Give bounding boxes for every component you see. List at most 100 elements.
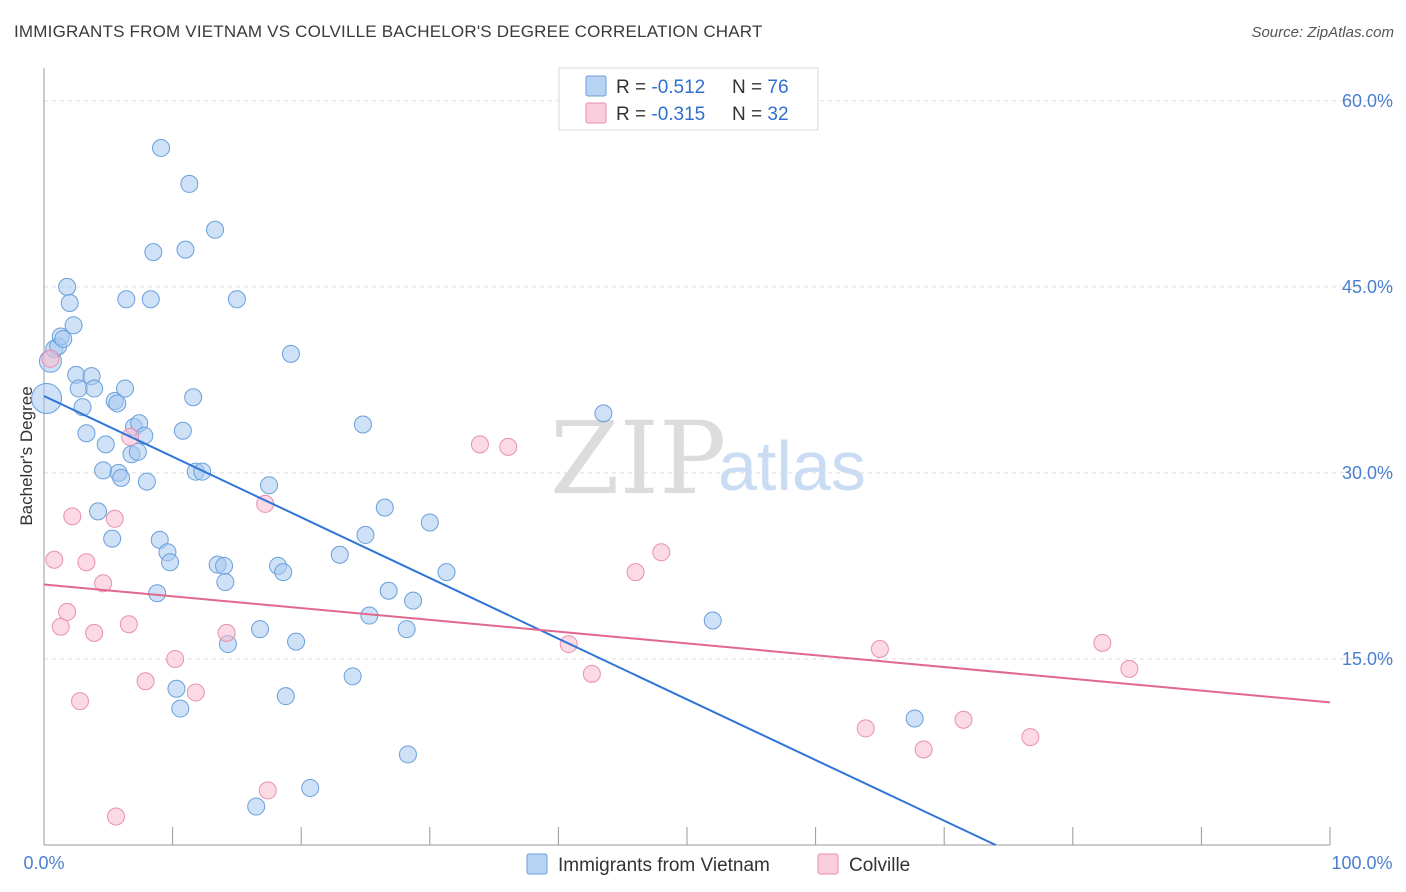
bottom-legend-label-colville: Colville — [849, 855, 910, 876]
vietnam-point — [247, 797, 266, 816]
y-tick-label: 60.0% — [1342, 91, 1393, 111]
vietnam-point — [260, 476, 279, 495]
vietnam-point — [227, 290, 246, 309]
vietnam-point — [54, 329, 73, 348]
series-colville-points — [41, 349, 1139, 826]
colville-trend-line — [43, 583, 1331, 704]
colville-point — [63, 507, 82, 526]
vietnam-point — [85, 379, 104, 398]
vietnam-point — [287, 632, 306, 651]
vietnam-point — [905, 709, 924, 728]
vietnam-point — [89, 502, 108, 521]
colville-point — [71, 692, 90, 711]
vietnam-point — [176, 240, 195, 259]
colville-point — [870, 640, 889, 659]
colville-point — [58, 602, 77, 621]
vietnam-point — [137, 472, 156, 491]
vietnam-point — [60, 293, 79, 312]
vietnam-point — [31, 382, 63, 414]
vietnam-point — [96, 435, 115, 454]
bottom-legend: Immigrants from Vietnam Colville — [526, 853, 910, 876]
vietnam-point — [148, 584, 167, 603]
vietnam-point — [58, 277, 77, 296]
vietnam-point — [144, 243, 163, 262]
vietnam-point — [180, 174, 199, 193]
colville-point — [105, 509, 124, 528]
vietnam-point — [69, 379, 88, 398]
source-label: Source: ZipAtlas.com — [1251, 24, 1394, 41]
vietnam-point — [128, 442, 147, 461]
colville-point — [45, 550, 64, 569]
legend-swatch-colville — [585, 102, 607, 124]
colville-point — [470, 435, 489, 454]
legend-colville-stats: R = -0.315 N = 32 — [616, 104, 789, 125]
x-axis-ticks — [43, 827, 1331, 845]
y-axis-title: Bachelor's Degree — [17, 386, 36, 525]
colville-point — [499, 437, 518, 456]
colville-point — [41, 349, 60, 368]
vietnam-point — [281, 344, 300, 363]
vietnam-point — [343, 667, 362, 686]
colville-point — [85, 623, 104, 642]
vietnam-point — [594, 404, 613, 423]
vietnam-point — [173, 421, 192, 440]
colville-point — [136, 672, 155, 691]
vietnam-point — [152, 138, 171, 157]
vietnam-point — [206, 220, 225, 239]
colville-point — [914, 740, 933, 759]
vietnam-point — [94, 461, 113, 480]
colville-point — [954, 710, 973, 729]
vietnam-point — [379, 581, 398, 600]
colville-point — [119, 615, 138, 634]
colville-point — [166, 649, 185, 668]
colville-point — [856, 719, 875, 738]
vietnam-point — [274, 563, 293, 582]
colville-point — [1093, 633, 1112, 652]
legend-vietnam-stats: R = -0.512 N = 76 — [616, 77, 789, 98]
vietnam-point — [108, 394, 127, 413]
vietnam-point — [251, 620, 270, 639]
vietnam-point — [356, 525, 375, 544]
y-tick-label: 30.0% — [1342, 463, 1393, 483]
x-tick-label-min: 0.0% — [23, 853, 64, 873]
vietnam-point — [184, 388, 203, 407]
vietnam-point — [167, 679, 186, 698]
colville-point — [107, 807, 126, 826]
vietnam-point — [330, 545, 349, 564]
legend-box: R = -0.512 N = 76 R = -0.315 N = 32 — [558, 67, 819, 131]
vietnam-point — [404, 591, 423, 610]
chart-title: IMMIGRANTS FROM VIETNAM VS COLVILLE BACH… — [14, 22, 763, 41]
watermark-zip: ZIP — [550, 400, 726, 517]
vietnam-point — [117, 290, 136, 309]
vietnam-trend-line — [43, 395, 997, 846]
colville-point — [626, 563, 645, 582]
vietnam-point — [216, 573, 235, 592]
watermark-atlas: atlas — [718, 427, 866, 505]
y-tick-label: 15.0% — [1342, 649, 1393, 669]
gridlines — [44, 100, 1394, 660]
y-tick-label: 45.0% — [1342, 277, 1393, 297]
colville-point — [217, 623, 236, 642]
vietnam-point — [77, 424, 96, 443]
vietnam-point — [276, 687, 295, 706]
vietnam-point — [301, 778, 320, 797]
trend-lines — [43, 395, 1331, 846]
colville-point — [1021, 728, 1040, 747]
vietnam-point — [215, 556, 234, 575]
vietnam-point — [116, 379, 135, 398]
colville-point — [186, 683, 205, 702]
colville-point — [1120, 659, 1139, 678]
vietnam-point — [161, 553, 180, 572]
vietnam-point — [64, 316, 83, 335]
vietnam-point — [171, 699, 190, 718]
vietnam-point — [420, 513, 439, 532]
colville-point — [77, 553, 96, 572]
bottom-legend-label-vietnam: Immigrants from Vietnam — [558, 855, 770, 876]
colville-point — [582, 664, 601, 683]
vietnam-point — [703, 611, 722, 630]
bottom-legend-swatch-colville — [817, 853, 839, 875]
legend-swatch-vietnam — [585, 75, 607, 97]
vietnam-point — [141, 290, 160, 309]
colville-point — [652, 543, 671, 562]
